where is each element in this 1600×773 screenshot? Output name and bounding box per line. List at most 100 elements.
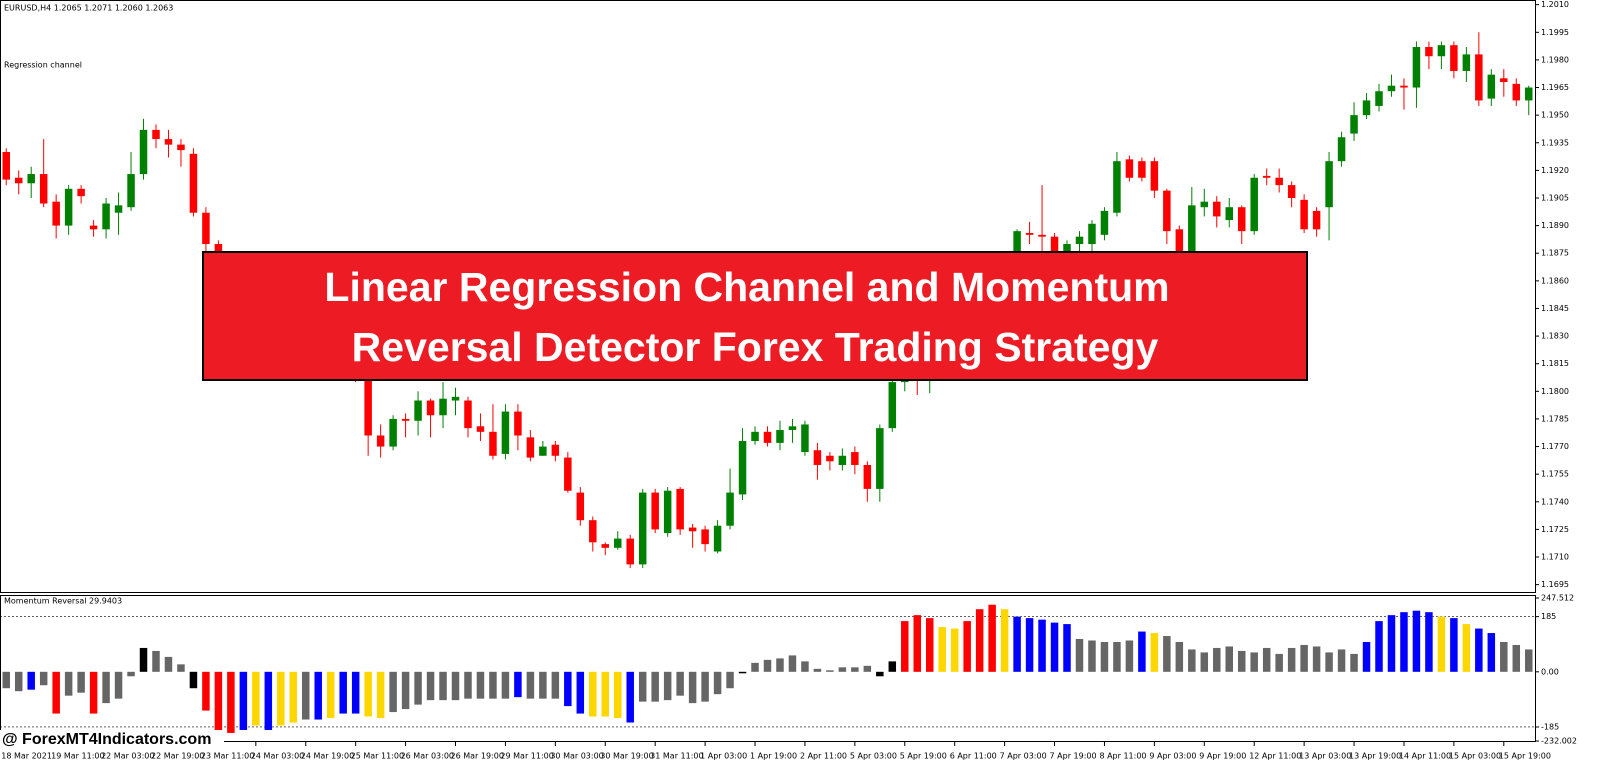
x-tick-label: 12 Apr 11:00 <box>1249 752 1301 761</box>
y-tick-label: 1.1980 <box>1541 55 1569 64</box>
x-tick-label: 13 Apr 19:00 <box>1349 752 1401 761</box>
y-tick-label: 1.1755 <box>1541 470 1569 479</box>
y-tick-label: 1.1890 <box>1541 221 1569 230</box>
momentum-bar <box>214 671 223 733</box>
momentum-bar <box>1425 612 1433 672</box>
candle-body <box>701 529 709 545</box>
momentum-bar <box>676 671 684 696</box>
candle-body <box>1437 45 1446 57</box>
price-panel-frame <box>0 0 1536 593</box>
momentum-bar <box>975 609 984 672</box>
momentum-bar <box>663 671 672 701</box>
momentum-bar <box>1412 610 1421 672</box>
momentum-bar <box>152 650 160 672</box>
momentum-bar <box>1525 649 1533 672</box>
candle-body <box>389 418 397 447</box>
x-tick-label: 9 Apr 03:00 <box>1149 752 1196 761</box>
x-tick-label: 2 Apr 11:00 <box>800 752 847 761</box>
y-tick-label: 1.1725 <box>1541 525 1569 534</box>
momentum-bar <box>801 661 809 672</box>
candle-body <box>39 174 48 204</box>
candle-body <box>638 492 647 565</box>
x-tick-label: 22 Mar 19:00 <box>151 752 204 761</box>
x-tick-label: 6 Apr 11:00 <box>950 752 997 761</box>
candle-body <box>1350 115 1358 134</box>
x-tick-label: 8 Apr 11:00 <box>1099 752 1146 761</box>
momentum-bar <box>988 604 996 672</box>
candle-body <box>1163 190 1171 232</box>
y-tick-label: 1.1815 <box>1541 359 1569 368</box>
momentum-bar <box>901 621 909 672</box>
momentum-bar <box>925 618 934 672</box>
candle-body <box>214 244 223 257</box>
candle-body <box>1013 231 1021 263</box>
candle-body <box>102 203 110 230</box>
momentum-bar <box>726 671 734 689</box>
candle-body <box>863 464 872 489</box>
momentum-panel-frame <box>0 595 1536 742</box>
x-tick-label: 25 Mar 11:00 <box>351 752 404 761</box>
momentum-bar <box>27 671 35 690</box>
momentum-bar <box>576 671 585 714</box>
momentum-bar <box>14 671 23 692</box>
y-tick-label: 1.1935 <box>1541 138 1569 147</box>
momentum-bar <box>302 671 310 720</box>
momentum-bar <box>139 647 148 672</box>
momentum-bar <box>401 671 410 710</box>
momentum-bar <box>589 671 597 717</box>
x-tick-label: 19 Mar 11:00 <box>51 752 104 761</box>
y-tick-label: 1.1830 <box>1541 332 1569 341</box>
momentum-bar <box>1250 652 1258 672</box>
momentum-bar <box>888 661 897 672</box>
y-tick-label: 1.1920 <box>1541 166 1569 175</box>
candle-body <box>788 426 797 430</box>
x-tick-label: 1 Apr 19:00 <box>750 752 797 761</box>
momentum-bar <box>601 671 610 717</box>
candle-body <box>726 492 734 526</box>
momentum-bar <box>1512 644 1521 672</box>
candle-body <box>1200 201 1209 208</box>
candle-body <box>1462 54 1471 71</box>
momentum-bar <box>252 671 260 726</box>
candle-body <box>1113 161 1121 213</box>
candle-body <box>1088 223 1096 245</box>
momentum-bar <box>776 658 784 672</box>
x-tick-label: 15 Apr 19:00 <box>1499 752 1551 761</box>
y-tick-label: 1.1740 <box>1541 497 1569 506</box>
momentum-bar <box>1275 653 1283 672</box>
y-tick-label: 1.2010 <box>1541 0 1569 9</box>
candle-body <box>1287 185 1296 198</box>
candle-body <box>426 400 435 416</box>
x-tick-label: 24 Mar 03:00 <box>251 752 304 761</box>
candle-body <box>89 225 98 230</box>
candle-body <box>439 398 447 416</box>
y-tick-label: 1.1785 <box>1541 414 1569 423</box>
momentum-bar <box>102 671 110 704</box>
indicator-label: Regression channel <box>4 61 82 70</box>
momentum-bar <box>314 671 322 720</box>
candle-body <box>376 435 385 447</box>
momentum-bar <box>1188 649 1196 672</box>
candle-body <box>1250 177 1258 232</box>
y-tick-label: 1.1860 <box>1541 276 1569 285</box>
momentum-title: Momentum Reversal 29.9403 <box>4 597 122 606</box>
candle-body <box>551 444 560 456</box>
momentum-bar <box>1300 644 1308 672</box>
momentum-bar <box>813 668 822 672</box>
momentum-bar <box>851 667 859 672</box>
y-tick-label: 185 <box>1541 612 1556 621</box>
candle-body <box>1063 244 1071 252</box>
x-tick-label: 23 Mar 11:00 <box>201 752 254 761</box>
candle-body <box>1225 207 1233 221</box>
momentum-bar <box>713 671 722 695</box>
candle-body <box>364 363 372 436</box>
y-tick-label: 1.1875 <box>1541 249 1569 258</box>
candle-body <box>1038 234 1046 237</box>
momentum-bar <box>1213 647 1221 672</box>
candle-body <box>1475 54 1483 101</box>
x-tick-label: 1 Apr 03:00 <box>700 752 747 761</box>
momentum-bar <box>514 671 522 698</box>
candle-body <box>838 455 847 465</box>
momentum-bar <box>1337 649 1346 672</box>
momentum-bar <box>701 671 709 702</box>
